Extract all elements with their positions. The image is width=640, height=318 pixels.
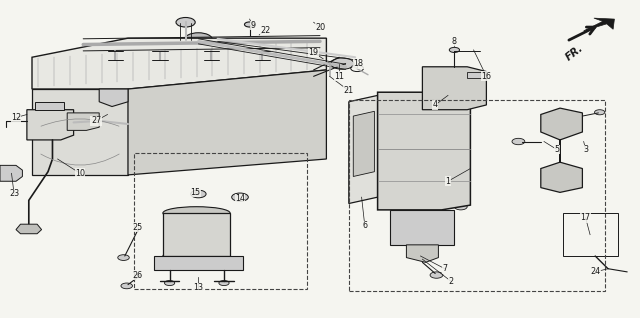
Polygon shape [467, 72, 486, 78]
Circle shape [95, 152, 110, 160]
Circle shape [331, 58, 354, 69]
Circle shape [219, 280, 229, 286]
Text: 21: 21 [344, 86, 354, 95]
Ellipse shape [399, 130, 448, 169]
Polygon shape [378, 92, 470, 210]
Polygon shape [35, 102, 64, 110]
Circle shape [164, 280, 175, 286]
Text: 25: 25 [132, 223, 143, 232]
Circle shape [406, 219, 438, 235]
Text: 1: 1 [445, 177, 451, 186]
Circle shape [36, 103, 47, 108]
Polygon shape [353, 111, 374, 176]
Ellipse shape [406, 135, 442, 164]
Circle shape [52, 103, 63, 108]
Text: 13: 13 [193, 283, 204, 292]
Circle shape [576, 228, 604, 242]
Polygon shape [99, 89, 128, 107]
Circle shape [454, 204, 467, 210]
Text: 26: 26 [132, 271, 143, 280]
Text: FR.: FR. [564, 43, 586, 62]
Polygon shape [541, 108, 582, 192]
Circle shape [191, 190, 206, 198]
Circle shape [232, 193, 248, 201]
Text: 18: 18 [353, 59, 364, 68]
Text: 5: 5 [554, 145, 559, 154]
Circle shape [113, 90, 124, 95]
Text: 12: 12 [11, 113, 21, 122]
Polygon shape [32, 89, 128, 175]
Text: 27: 27 [91, 116, 101, 125]
Ellipse shape [166, 108, 192, 127]
Text: 19: 19 [308, 48, 319, 57]
Polygon shape [154, 256, 243, 270]
Ellipse shape [432, 73, 477, 102]
Text: 7: 7 [442, 264, 447, 273]
Text: 10: 10 [75, 169, 85, 178]
Text: 6: 6 [362, 221, 367, 230]
Circle shape [548, 114, 572, 125]
Circle shape [430, 272, 443, 278]
Polygon shape [0, 165, 22, 181]
Circle shape [378, 202, 390, 208]
Text: 2: 2 [449, 277, 454, 286]
Text: 8: 8 [452, 37, 457, 46]
Circle shape [104, 93, 120, 101]
Circle shape [244, 22, 255, 27]
Circle shape [449, 47, 460, 52]
Circle shape [352, 99, 375, 111]
Circle shape [352, 185, 375, 197]
Text: 20: 20 [315, 23, 325, 31]
Circle shape [582, 231, 598, 238]
Circle shape [121, 283, 132, 289]
Ellipse shape [243, 99, 269, 117]
Circle shape [378, 94, 390, 100]
Text: 9: 9 [250, 21, 255, 30]
Circle shape [40, 117, 60, 128]
Ellipse shape [163, 207, 230, 219]
Text: 16: 16 [481, 72, 492, 81]
Text: 3: 3 [583, 145, 588, 154]
Circle shape [548, 176, 572, 187]
Circle shape [75, 116, 92, 124]
Text: 17: 17 [580, 213, 591, 222]
Text: 11: 11 [334, 72, 344, 81]
Circle shape [31, 113, 69, 132]
Polygon shape [128, 70, 326, 175]
Polygon shape [32, 38, 326, 89]
Circle shape [176, 17, 195, 27]
Polygon shape [67, 113, 99, 130]
Ellipse shape [205, 104, 230, 122]
Polygon shape [406, 245, 438, 262]
Text: 15: 15 [190, 188, 200, 197]
Text: 14: 14 [235, 194, 245, 203]
Circle shape [357, 105, 370, 111]
Text: 4: 4 [433, 100, 438, 109]
Polygon shape [163, 213, 230, 256]
Polygon shape [27, 110, 74, 140]
Polygon shape [422, 67, 486, 110]
Ellipse shape [163, 250, 230, 262]
Polygon shape [349, 95, 378, 204]
Circle shape [512, 138, 525, 145]
Circle shape [454, 95, 467, 102]
Circle shape [357, 188, 370, 194]
Circle shape [595, 110, 605, 115]
Text: 23: 23 [9, 190, 19, 198]
Circle shape [118, 255, 129, 260]
Ellipse shape [109, 119, 115, 124]
Text: 22: 22 [260, 26, 271, 35]
Ellipse shape [171, 215, 222, 253]
Circle shape [416, 248, 429, 254]
Ellipse shape [282, 94, 307, 113]
Circle shape [184, 33, 212, 47]
Ellipse shape [86, 119, 93, 124]
Ellipse shape [440, 78, 468, 97]
Polygon shape [584, 18, 614, 31]
Polygon shape [563, 213, 618, 256]
Text: 24: 24 [590, 267, 600, 276]
Polygon shape [16, 224, 42, 234]
Polygon shape [390, 210, 454, 245]
